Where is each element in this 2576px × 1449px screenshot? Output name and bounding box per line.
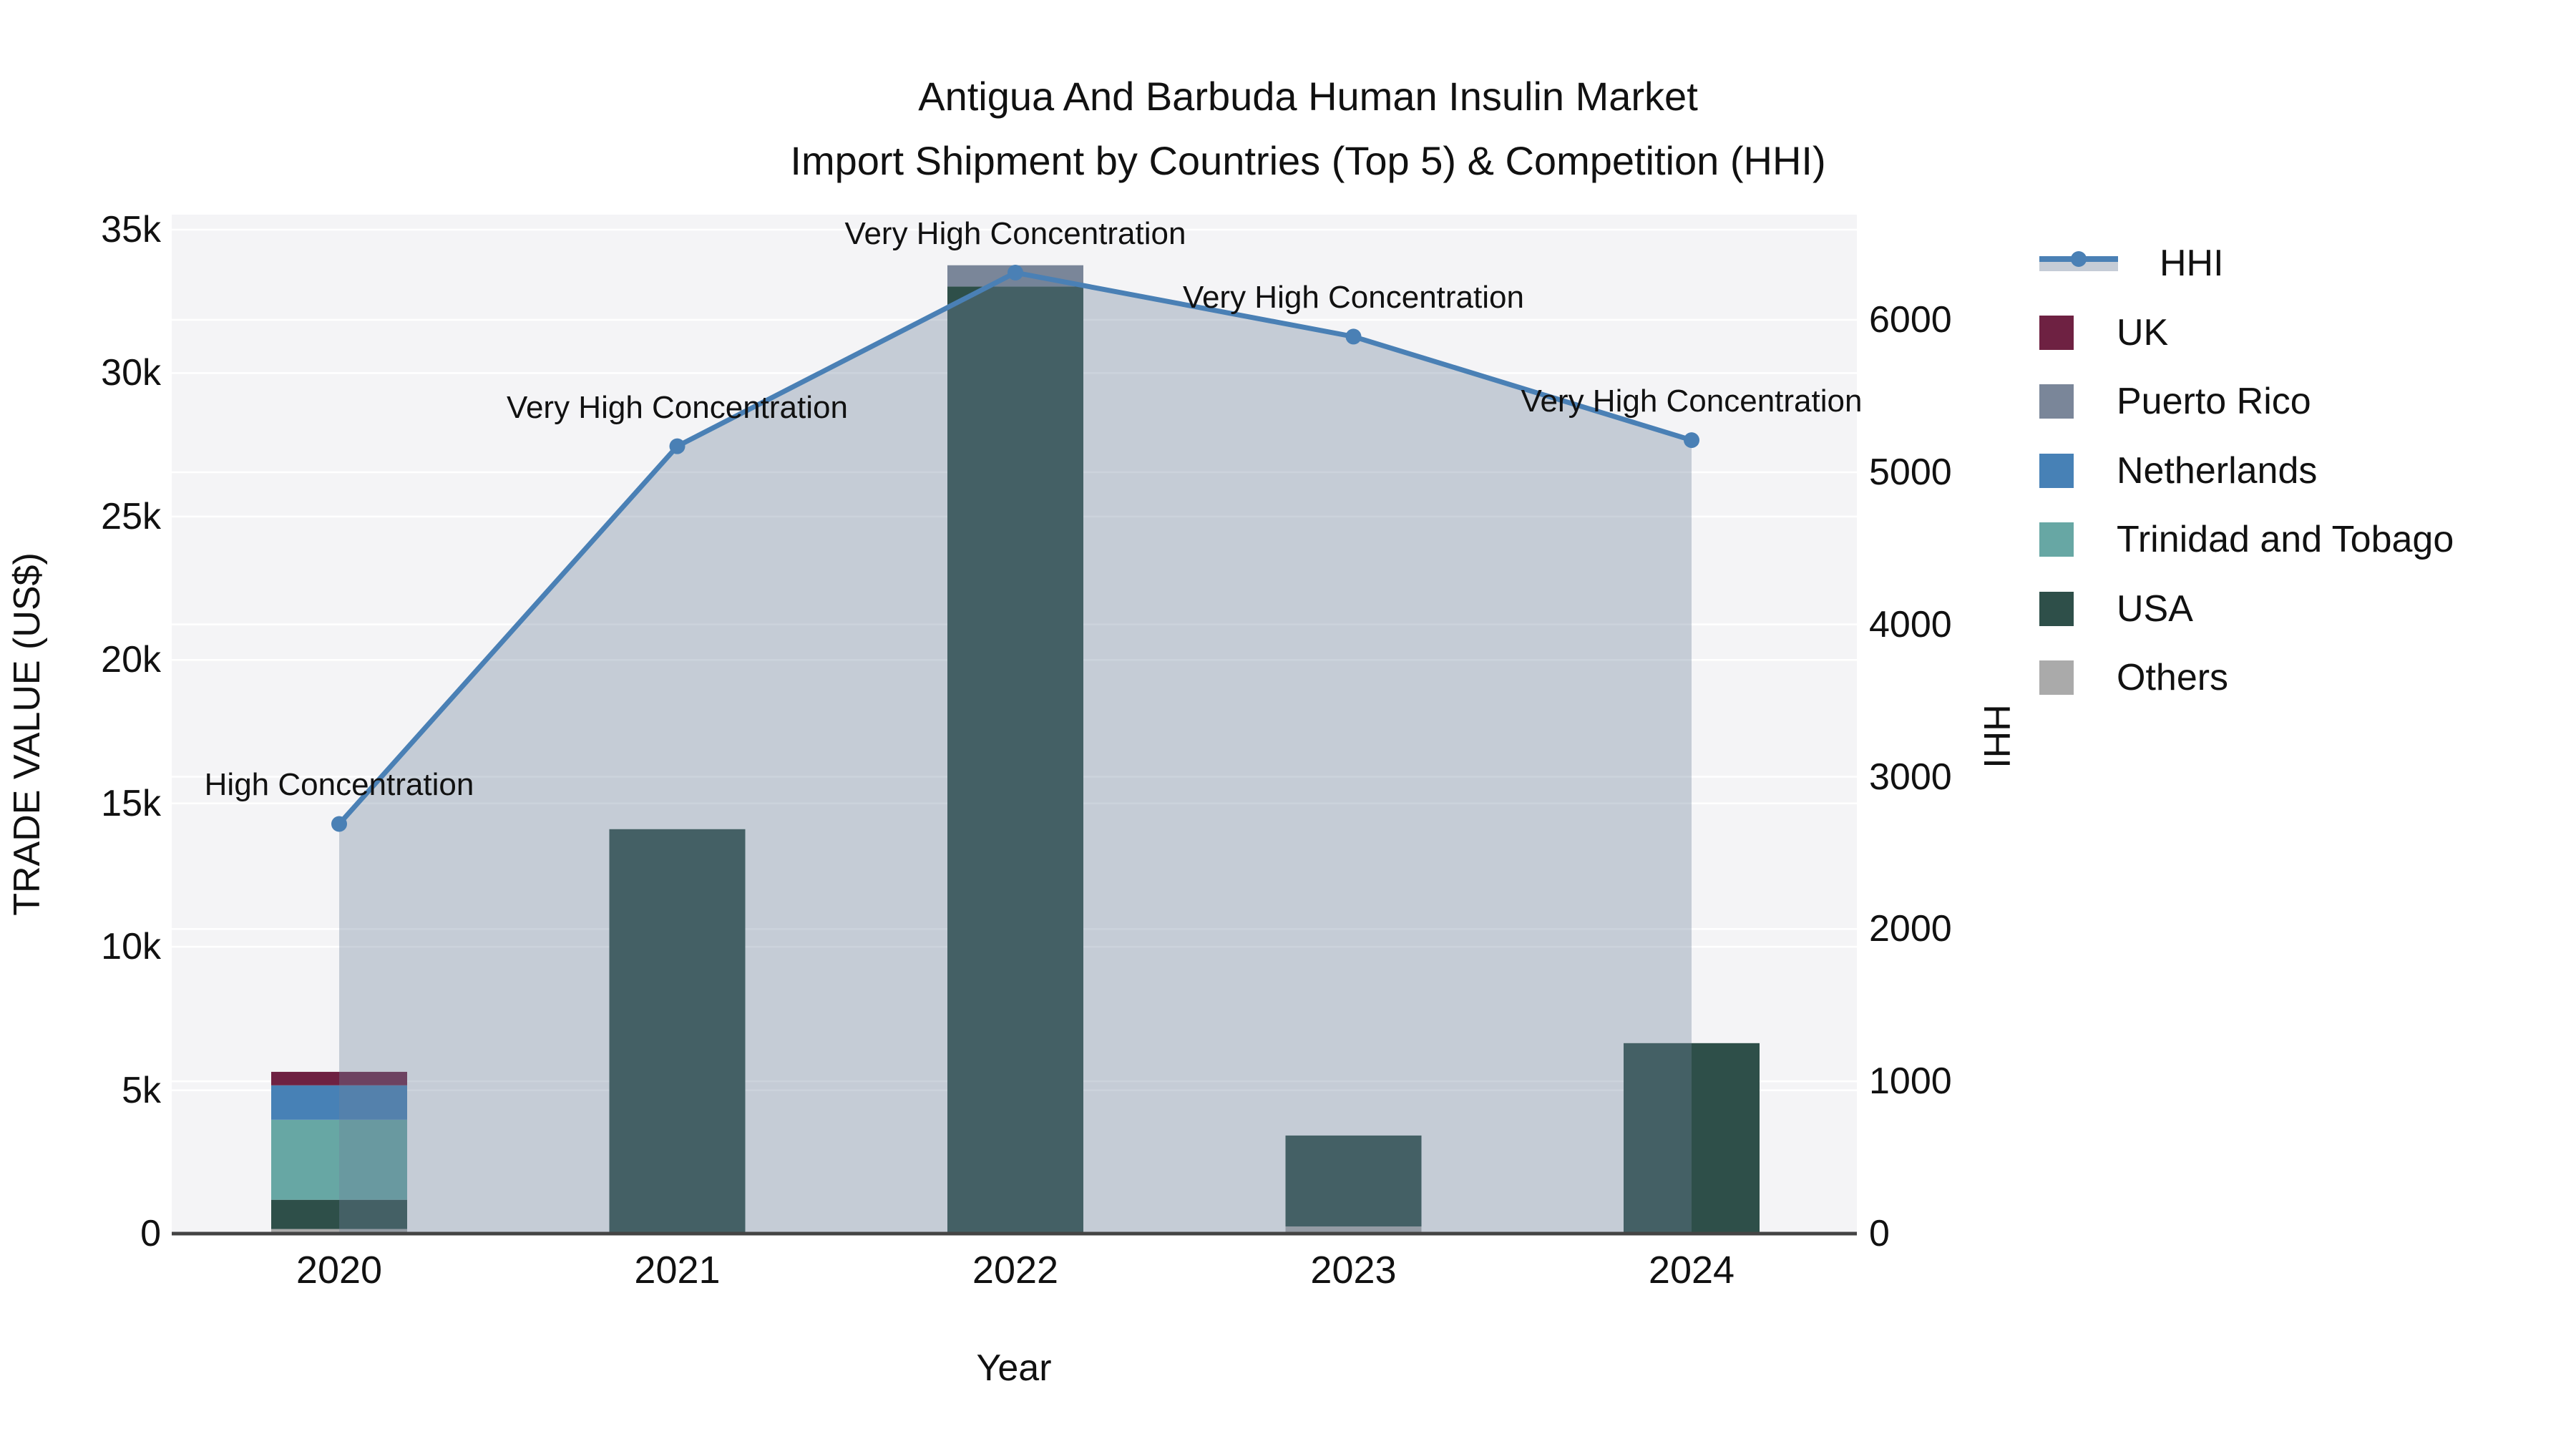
y-right-tick-4000: 4000 [1869, 603, 1952, 645]
chart-title-line1: Antigua And Barbuda Human Insulin Market [918, 74, 1698, 119]
y-left-tick-10k: 10k [101, 926, 161, 968]
bar-segment-others-2023 [1285, 1226, 1422, 1234]
annotation-2023: Very High Concentration [1183, 280, 1524, 316]
legend-item-uk[interactable]: UK [2039, 311, 2168, 354]
hhi-marker-2024 [1684, 432, 1699, 449]
y-right-tick-5000: 5000 [1869, 451, 1952, 493]
y-left-tick-25k: 25k [101, 495, 161, 537]
hhi-marker-2021 [669, 438, 686, 454]
puerto-rico-legend-swatch [2039, 384, 2074, 419]
legend-item-hhi[interactable]: HHI [2039, 242, 2224, 285]
trinidad-and-tobago-legend-swatch [2039, 522, 2074, 557]
annotation-2021: Very High Concentration [507, 389, 848, 425]
legend-label: Puerto Rico [2117, 381, 2311, 422]
bar-segment-usa-2024 [1624, 1043, 1760, 1234]
y-left-tick-30k: 30k [101, 352, 161, 394]
bar-segment-uk-2020 [271, 1071, 407, 1085]
y-axis-title-left: TRADE VALUE (US$) [6, 552, 48, 916]
legend-label: HHI [2160, 243, 2224, 284]
bar-segment-others-2020 [271, 1229, 407, 1234]
annotation-2020: High Concentration [204, 767, 474, 803]
y-right-tick-6000: 6000 [1869, 299, 1952, 341]
hhi-marker-2023 [1345, 328, 1362, 345]
bar-segment-usa-2022 [947, 286, 1083, 1234]
bar-segment-usa-2023 [1285, 1135, 1422, 1226]
y-right-tick-0: 0 [1869, 1213, 1890, 1254]
x-tick-2020: 2020 [296, 1249, 383, 1292]
legend-item-netherlands[interactable]: Netherlands [2039, 449, 2317, 492]
y-left-tick-15k: 15k [101, 782, 161, 824]
y-left-tick-35k: 35k [101, 209, 161, 250]
hhi-marker-2022 [1008, 265, 1023, 281]
legend-item-usa[interactable]: USA [2039, 587, 2193, 630]
usa-legend-swatch [2039, 591, 2074, 626]
chart-title-line2: Import Shipment by Countries (Top 5) & C… [790, 138, 1826, 183]
y-left-tick-20k: 20k [101, 639, 161, 681]
annotation-2024: Very High Concentration [1521, 384, 1863, 419]
legend-item-puerto-rico[interactable]: Puerto Rico [2039, 380, 2311, 423]
bar-segment-usa-2020 [271, 1199, 407, 1229]
x-tick-2022: 2022 [972, 1249, 1059, 1292]
hhi-marker-2020 [331, 816, 347, 832]
y-right-tick-1000: 1000 [1869, 1060, 1952, 1103]
legend-label: Netherlands [2117, 449, 2318, 492]
legend-item-trinidad-and-tobago[interactable]: Trinidad and Tobago [2039, 518, 2454, 561]
x-tick-2024: 2024 [1648, 1249, 1735, 1292]
y-right-tick-2000: 2000 [1869, 908, 1952, 950]
others-legend-swatch [2039, 660, 2074, 695]
netherlands-legend-swatch [2039, 453, 2074, 488]
legend-label: Others [2117, 657, 2229, 698]
y-left-tick-5k: 5k [122, 1069, 161, 1111]
x-tick-2021: 2021 [634, 1249, 721, 1292]
uk-legend-swatch [2039, 315, 2074, 350]
bar-segment-trinidad-and-tobago-2020 [271, 1119, 407, 1200]
legend-label: USA [2117, 587, 2193, 630]
legend-label: UK [2117, 311, 2169, 353]
hhi-area [339, 273, 1692, 1234]
y-axis-title-right: HHI [1976, 704, 2017, 769]
x-tick-2023: 2023 [1310, 1249, 1397, 1292]
y-left-tick-0: 0 [140, 1213, 161, 1254]
hhi-legend-swatch [2039, 246, 2118, 280]
bar-segment-netherlands-2020 [271, 1085, 407, 1120]
annotation-2022: Very High Concentration [844, 216, 1186, 252]
y-right-tick-3000: 3000 [1869, 756, 1952, 798]
x-axis-title: Year [976, 1347, 1052, 1389]
bar-segment-usa-2021 [609, 829, 746, 1234]
legend-label: Trinidad and Tobago [2117, 519, 2454, 560]
legend-item-others[interactable]: Others [2039, 656, 2228, 699]
